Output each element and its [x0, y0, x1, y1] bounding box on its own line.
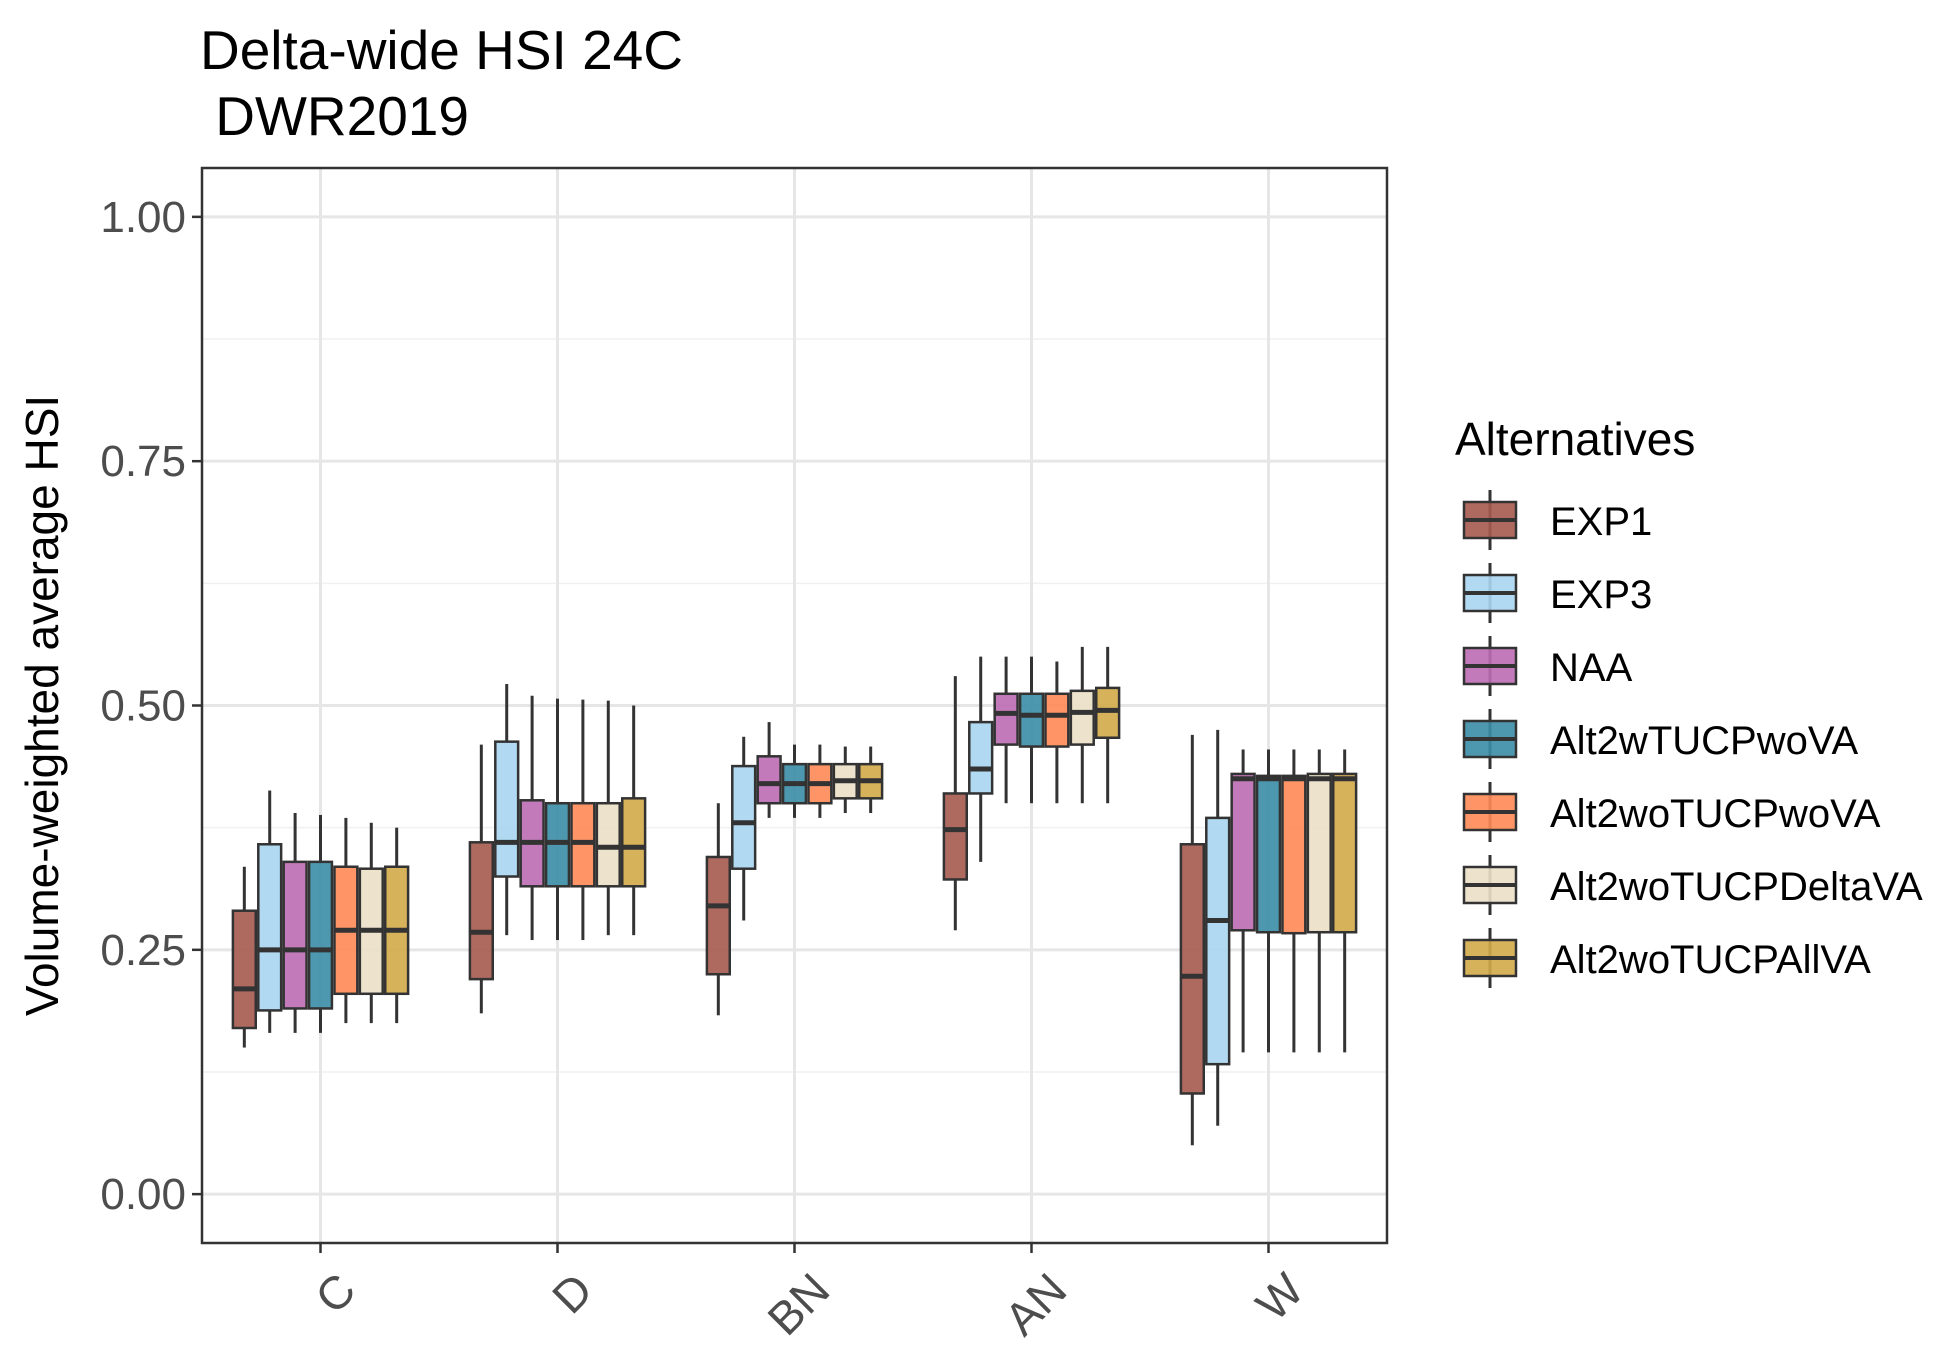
box-C-Alt2woTUCPAllVA — [384, 827, 410, 1024]
x-tick-label: AN — [994, 1263, 1076, 1345]
box-D-Alt2wTUCPwoVA — [544, 698, 571, 941]
y-tick-label: 0.00 — [100, 1170, 186, 1219]
box-iqr — [282, 860, 308, 1010]
x-tick-label: W — [1246, 1263, 1314, 1331]
box-AN-Alt2woTUCPAllVA — [1095, 646, 1121, 804]
legend-item-NAA: NAA — [1462, 636, 1633, 696]
box-C-NAA — [282, 813, 308, 1033]
legend-item-label: Alt2woTUCPwoVA — [1550, 792, 1881, 836]
legend-item-EXP3: EXP3 — [1462, 563, 1652, 623]
box-W-Alt2woTUCPDeltaVA — [1306, 749, 1332, 1053]
box-iqr — [705, 855, 731, 976]
box-W-Alt2woTUCPAllVA — [1332, 749, 1358, 1053]
box-iqr — [307, 860, 334, 1010]
box-iqr — [1230, 772, 1256, 932]
box-W-Alt2woTUCPwoVA — [1281, 749, 1307, 1053]
legend-item-label: NAA — [1550, 646, 1633, 690]
box-D-NAA — [519, 695, 545, 941]
box-D-Alt2woTUCPAllVA — [621, 705, 647, 936]
box-marks — [231, 646, 1358, 1146]
chart-title-line-1: Delta-wide HSI 24C — [200, 19, 683, 81]
box-AN-Alt2woTUCPDeltaVA — [1069, 646, 1095, 804]
box-W-EXP1 — [1179, 734, 1205, 1146]
box-iqr — [621, 797, 647, 888]
box-iqr — [993, 692, 1019, 746]
legend-item-Alt2woTUCPAllVA: Alt2woTUCPAllVA — [1462, 928, 1871, 988]
y-tick-label: 1.00 — [100, 193, 186, 242]
legend-item-EXP1: EXP1 — [1462, 490, 1652, 550]
box-iqr — [1179, 843, 1205, 1095]
legend-item-label: Alt2woTUCPAllVA — [1550, 938, 1871, 982]
box-iqr — [1044, 692, 1070, 748]
x-tick-label: D — [542, 1263, 602, 1323]
box-D-EXP1 — [468, 744, 494, 1014]
box-C-Alt2woTUCPDeltaVA — [358, 822, 384, 1024]
box-BN-EXP3 — [731, 736, 757, 921]
box-iqr — [756, 755, 782, 805]
legend-item-label: Alt2wTUCPwoVA — [1550, 719, 1859, 763]
box-C-EXP3 — [257, 790, 283, 1033]
box-iqr — [1281, 774, 1307, 935]
box-C-EXP1 — [231, 866, 257, 1048]
box-iqr — [494, 740, 520, 878]
box-iqr — [1255, 774, 1282, 934]
box-iqr — [231, 909, 257, 1030]
legend-item-Alt2wTUCPwoVA: Alt2wTUCPwoVA — [1462, 709, 1859, 769]
box-BN-Alt2woTUCPwoVA — [807, 744, 833, 818]
legend-item-label: Alt2woTUCPDeltaVA — [1550, 865, 1923, 909]
box-BN-Alt2woTUCPAllVA — [858, 746, 884, 813]
box-W-NAA — [1230, 749, 1256, 1053]
box-iqr — [1205, 816, 1231, 1066]
box-AN-Alt2wTUCPwoVA — [1018, 656, 1045, 804]
y-tick-label: 0.50 — [100, 682, 186, 731]
box-AN-Alt2woTUCPwoVA — [1044, 661, 1070, 804]
y-axis-label: Volume-weighted average HSI — [16, 395, 68, 1016]
legend-item-Alt2woTUCPwoVA: Alt2woTUCPwoVA — [1462, 782, 1881, 842]
gridlines — [202, 168, 1387, 1243]
box-BN-NAA — [756, 722, 782, 818]
box-W-Alt2wTUCPwoVA — [1255, 749, 1282, 1053]
legend: Alternatives EXP1 EXP3 NAA Alt2wTUCPwoVA Alt2… — [1455, 413, 1923, 988]
x-tick-label: BN — [757, 1263, 839, 1345]
box-D-Alt2woTUCPDeltaVA — [595, 700, 621, 936]
chart-title-line-2: DWR2019 — [200, 85, 469, 147]
box-iqr — [731, 764, 757, 870]
legend-item-Alt2woTUCPDeltaVA: Alt2woTUCPDeltaVA — [1462, 855, 1923, 915]
box-AN-EXP3 — [968, 656, 994, 862]
y-tick-label: 0.25 — [100, 926, 186, 975]
box-iqr — [257, 843, 283, 1012]
box-iqr — [1069, 689, 1095, 746]
box-BN-EXP1 — [705, 803, 731, 1016]
box-iqr — [468, 841, 494, 981]
legend-title: Alternatives — [1455, 413, 1695, 465]
x-tick-label: C — [305, 1263, 365, 1323]
box-BN-Alt2wTUCPwoVA — [781, 744, 808, 818]
box-iqr — [1306, 772, 1332, 934]
box-AN-EXP1 — [942, 676, 968, 931]
box-BN-Alt2woTUCPDeltaVA — [832, 746, 858, 813]
box-W-EXP3 — [1205, 729, 1231, 1126]
box-iqr — [942, 792, 968, 881]
y-tick-label: 0.75 — [100, 437, 186, 486]
box-C-Alt2woTUCPwoVA — [333, 817, 359, 1024]
box-C-Alt2wTUCPwoVA — [307, 814, 334, 1033]
box-D-Alt2woTUCPwoVA — [570, 699, 596, 941]
box-AN-NAA — [993, 656, 1019, 804]
box-iqr — [1018, 692, 1045, 748]
box-D-EXP3 — [494, 684, 520, 936]
box-iqr — [1332, 772, 1358, 934]
legend-item-label: EXP3 — [1550, 573, 1652, 617]
legend-item-label: EXP1 — [1550, 500, 1652, 544]
box-iqr — [968, 720, 994, 795]
